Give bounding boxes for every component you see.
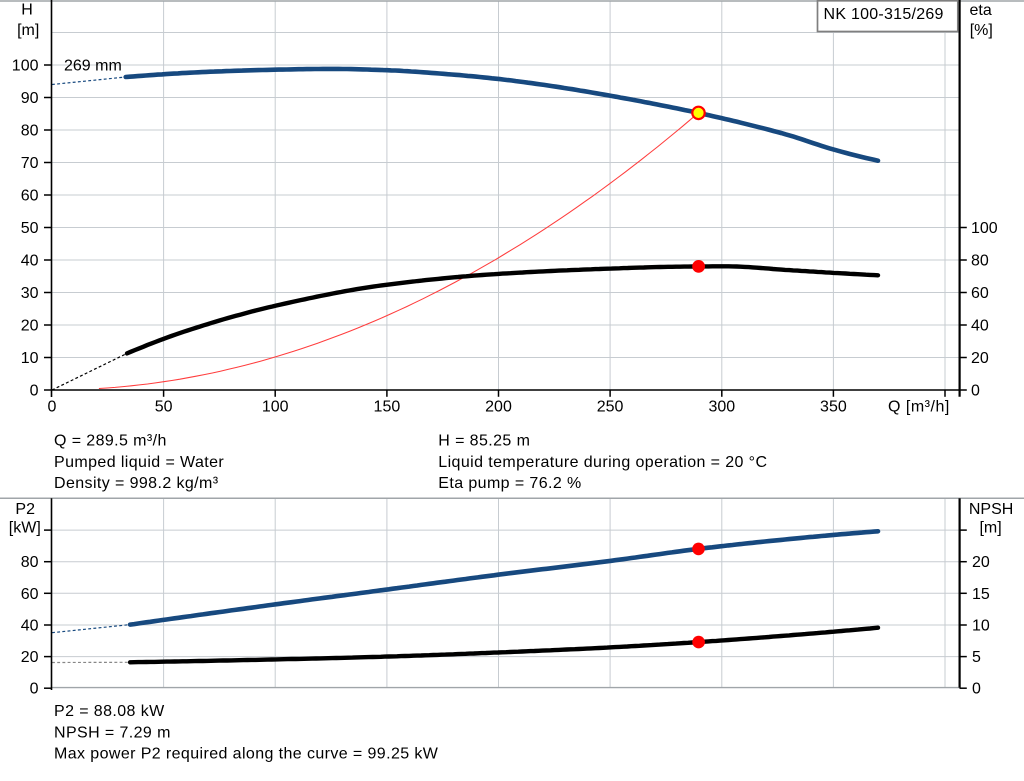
- svg-text:10: 10: [972, 618, 990, 635]
- svg-text:60: 60: [21, 586, 39, 603]
- svg-text:Eta pump = 76.2 %: Eta pump = 76.2 %: [438, 475, 581, 492]
- svg-text:40: 40: [21, 618, 39, 635]
- svg-text:80: 80: [21, 554, 39, 571]
- svg-text:[m]: [m]: [17, 22, 39, 39]
- svg-text:80: 80: [971, 253, 989, 270]
- svg-text:300: 300: [708, 399, 735, 416]
- svg-text:0: 0: [48, 399, 57, 416]
- svg-text:100: 100: [12, 58, 39, 75]
- svg-text:Density = 998.2 kg/m³: Density = 998.2 kg/m³: [54, 475, 219, 492]
- svg-text:Pumped liquid = Water: Pumped liquid = Water: [54, 454, 224, 471]
- svg-text:80: 80: [21, 123, 39, 140]
- svg-text:269 mm: 269 mm: [64, 58, 122, 75]
- svg-text:0: 0: [30, 383, 39, 400]
- svg-text:0: 0: [971, 383, 980, 400]
- svg-text:P2: P2: [15, 501, 35, 518]
- svg-text:20: 20: [21, 318, 39, 335]
- svg-text:eta: eta: [969, 2, 991, 19]
- svg-text:90: 90: [21, 90, 39, 107]
- svg-text:150: 150: [374, 399, 401, 416]
- svg-text:350: 350: [820, 399, 847, 416]
- svg-text:NPSH: NPSH: [969, 501, 1013, 518]
- svg-text:P2 = 88.08 kW: P2 = 88.08 kW: [54, 703, 165, 720]
- svg-text:H = 85.25 m: H = 85.25 m: [438, 433, 530, 450]
- svg-text:[m]: [m]: [979, 519, 1001, 536]
- svg-text:15: 15: [972, 586, 990, 603]
- svg-text:100: 100: [971, 220, 998, 237]
- svg-text:[%]: [%]: [970, 22, 993, 39]
- svg-text:NPSH = 7.29 m: NPSH = 7.29 m: [54, 724, 171, 741]
- svg-text:50: 50: [155, 399, 173, 416]
- svg-text:50: 50: [21, 220, 39, 237]
- svg-text:250: 250: [597, 399, 624, 416]
- svg-text:10: 10: [21, 350, 39, 367]
- svg-text:20: 20: [21, 649, 39, 666]
- svg-text:0: 0: [972, 681, 981, 698]
- svg-text:70: 70: [21, 155, 39, 172]
- svg-text:Liquid temperature during oper: Liquid temperature during operation = 20…: [438, 454, 767, 471]
- svg-text:Q = 289.5 m³/h: Q = 289.5 m³/h: [54, 433, 167, 450]
- svg-text:Q [m³/h]: Q [m³/h]: [888, 399, 950, 416]
- svg-text:60: 60: [21, 188, 39, 205]
- svg-text:H: H: [21, 2, 33, 19]
- svg-text:20: 20: [972, 554, 990, 571]
- svg-text:40: 40: [21, 253, 39, 270]
- svg-text:NK 100-315/269: NK 100-315/269: [824, 6, 944, 23]
- svg-text:5: 5: [972, 649, 981, 666]
- svg-text:200: 200: [485, 399, 512, 416]
- svg-text:100: 100: [262, 399, 289, 416]
- svg-text:20: 20: [971, 350, 989, 367]
- svg-text:40: 40: [971, 318, 989, 335]
- svg-text:0: 0: [30, 681, 39, 698]
- svg-text:Max power P2 required along th: Max power P2 required along the curve = …: [54, 746, 439, 763]
- svg-text:[kW]: [kW]: [9, 519, 41, 536]
- svg-text:30: 30: [21, 285, 39, 302]
- svg-text:60: 60: [971, 285, 989, 302]
